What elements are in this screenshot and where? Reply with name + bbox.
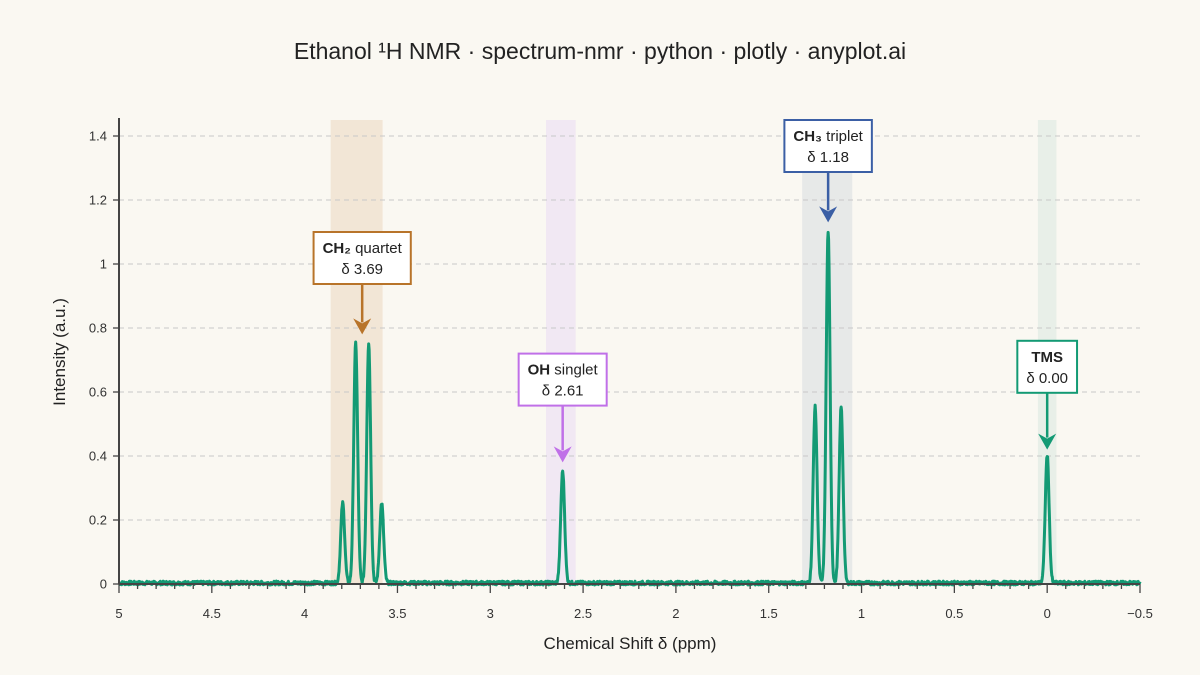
x-tick-label: 3 <box>487 606 494 621</box>
peak-annotations: CH₂ quartet δ 3.69 OH singlet δ 2.61 CH₃ tri… <box>312 119 1079 463</box>
annotation-label: CH₃ triplet <box>793 128 863 145</box>
annotation-label: CH₂ quartet <box>323 240 403 257</box>
y-tick-label: 0.2 <box>89 513 107 528</box>
arrow-head <box>819 206 838 223</box>
annotation-ch₃: CH₃ triplet δ 1.18 <box>783 119 873 223</box>
annotation-multiplicity: quartet <box>351 240 403 257</box>
annotation-shift: δ 2.61 <box>542 383 584 400</box>
x-tick-label: 1 <box>858 606 865 621</box>
x-tick-label: 0 <box>1044 606 1051 621</box>
annotation-group-name: CH₂ <box>323 240 351 257</box>
x-tick-label: 3.5 <box>388 606 406 621</box>
chart-title: Ethanol ¹H NMR · spectrum-nmr · python ·… <box>294 38 906 64</box>
region-bands <box>330 120 1057 584</box>
y-tick-label: 0.8 <box>89 321 107 336</box>
annotation-label: OH singlet <box>528 362 599 379</box>
x-tick-label: 1.5 <box>760 606 778 621</box>
annotation-label: TMS <box>1031 349 1063 366</box>
arrow-head <box>353 318 372 335</box>
y-tick-label: 0.4 <box>89 449 107 464</box>
y-tick-label: 1 <box>100 257 107 272</box>
annotation-box <box>1016 339 1079 394</box>
annotation-ch₂: CH₂ quartet δ 3.69 <box>312 231 412 335</box>
y-axis-title: Intensity (a.u.) <box>50 298 69 406</box>
x-tick-label: 0.5 <box>945 606 963 621</box>
annotation-box <box>312 231 412 285</box>
annotation-box <box>517 352 608 407</box>
arrow-head <box>553 446 572 463</box>
x-tick-label: −0.5 <box>1127 606 1153 621</box>
annotation-tms: TMS δ 0.00 <box>1016 339 1079 450</box>
y-tick-label: 1.2 <box>89 193 107 208</box>
x-axis-title: Chemical Shift δ (ppm) <box>544 634 717 653</box>
annotation-oh: OH singlet δ 2.61 <box>517 352 608 463</box>
arrow-head <box>1038 433 1057 450</box>
y-tick-label: 0 <box>100 577 107 592</box>
x-tick-label: 4.5 <box>203 606 221 621</box>
gridlines <box>119 135 1140 521</box>
annotation-group-name: OH <box>528 362 551 379</box>
annotation-shift: δ 0.00 <box>1026 370 1068 387</box>
annotation-group-name: TMS <box>1031 349 1063 366</box>
x-tick-label: 2.5 <box>574 606 592 621</box>
y-tick-label: 0.6 <box>89 385 107 400</box>
annotation-box <box>783 119 873 173</box>
y-tick-label: 1.4 <box>89 129 107 144</box>
annotation-multiplicity: triplet <box>822 128 864 145</box>
annotation-shift: δ 1.18 <box>807 149 849 166</box>
x-tick-label: 2 <box>672 606 679 621</box>
annotation-group-name: CH₃ <box>793 128 822 145</box>
axes: 0 0.2 0.4 0.6 0.8 1 1.2 1.4 5 4.5 4 3.5 3 2.5 2 1.5 1 0.5… <box>89 118 1153 621</box>
x-tick-label: 5 <box>115 606 122 621</box>
annotation-multiplicity: singlet <box>550 362 598 379</box>
x-tick-label: 4 <box>301 606 308 621</box>
annotation-shift: δ 3.69 <box>341 261 383 278</box>
